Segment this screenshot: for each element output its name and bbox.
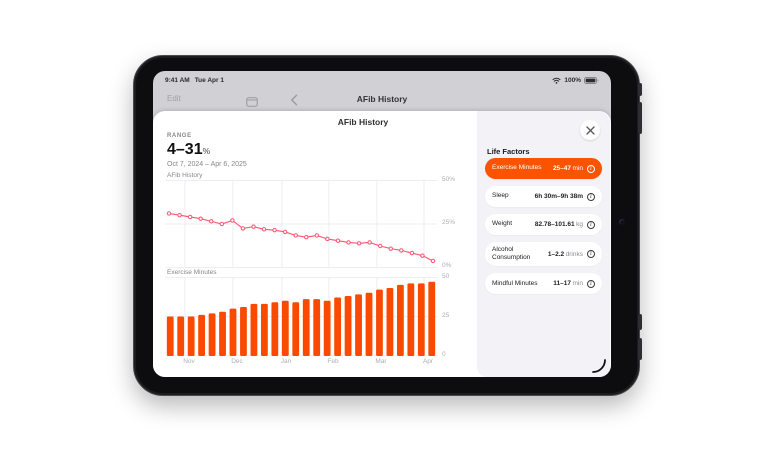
edit-button[interactable]: Edit: [167, 94, 181, 103]
info-icon[interactable]: i: [587, 164, 595, 173]
battery-percent: 100%: [564, 76, 581, 84]
life-factor-exercise-minutes[interactable]: Exercise Minutes 25–47 min i: [485, 158, 602, 179]
life-factor-weight[interactable]: Weight 82.78–101.61 kg i: [485, 214, 602, 235]
life-factor-unit: kg: [576, 221, 583, 228]
life-factor-value: 1–2.2: [547, 250, 565, 258]
life-factors-sidebar: Life Factors Exercise Minutes 25–47 min i Sl…: [477, 111, 610, 377]
line-chart-ytick: 25%: [442, 219, 456, 226]
life-factors-list: Exercise Minutes 25–47 min i Sleep 6h 30m–9h …: [485, 158, 602, 301]
bar-chart-ytick: 50: [442, 273, 450, 280]
bar-chart-ytick: 25: [442, 312, 450, 319]
life-factors-heading: Life Factors: [487, 147, 530, 156]
month-label: Jan: [280, 358, 292, 365]
front-camera: [619, 219, 625, 225]
life-factor-unit: min: [572, 280, 583, 288]
life-factor-sleep[interactable]: Sleep 6h 30m–9h 38m i: [485, 186, 602, 207]
month-label: Apr: [422, 358, 434, 365]
month-label: Nov: [183, 358, 195, 365]
status-date: Tue Apr 1: [194, 76, 224, 84]
wifi-icon: [552, 77, 561, 84]
life-factor-label: Sleep: [492, 192, 509, 200]
life-factor-label: Alcohol Consumption: [492, 246, 531, 262]
month-label: Feb: [327, 358, 339, 365]
life-factor-label: Exercise Minutes: [492, 164, 542, 172]
month-label: Mar: [375, 358, 387, 365]
bar-chart-title: Exercise Minutes: [167, 269, 217, 276]
nav-bar: Edit AFib History: [153, 87, 611, 111]
volume-down-button[interactable]: [638, 102, 642, 134]
info-icon[interactable]: i: [587, 220, 595, 229]
life-factor-label: Weight: [492, 220, 513, 228]
date-range: Oct 7, 2024 – Apr 6, 2025: [167, 161, 247, 168]
life-factor-unit: drinks: [565, 250, 583, 258]
line-chart-ytick: 50%: [442, 176, 456, 183]
resize-drag-handle[interactable]: [592, 359, 606, 373]
range-label: RANGE: [167, 133, 192, 139]
side-button-2[interactable]: [638, 338, 642, 360]
nav-title: AFib History: [356, 94, 408, 104]
close-button[interactable]: [580, 120, 600, 140]
info-icon[interactable]: i: [587, 192, 595, 201]
life-factor-label: Mindful Minutes: [492, 279, 538, 287]
sheet-main: RANGE 4–31% Oct 7, 2024 – Apr 6, 2025 AF…: [153, 111, 477, 377]
life-factor-value: 11–17: [553, 280, 572, 288]
range-value: 4–31%: [167, 141, 211, 158]
life-factor-mindful-minutes[interactable]: Mindful Minutes 11–17 min i: [485, 273, 602, 295]
life-factor-unit: min: [572, 165, 583, 172]
battery-icon: [584, 76, 599, 84]
life-factor-alcohol-consumption[interactable]: Alcohol Consumption 1–2.2 drinks i: [485, 242, 602, 267]
life-factor-value: 25–47: [552, 165, 572, 172]
exercise-minutes-bar-chart[interactable]: [165, 277, 437, 356]
screen: 9:41 AM Tue Apr 1 100% Edit: [153, 71, 611, 377]
line-chart-title: AFib History: [167, 172, 203, 179]
life-factor-value: 6h 30m–9h 38m: [534, 193, 583, 200]
volume-up-button[interactable]: [638, 83, 642, 96]
side-button[interactable]: [638, 314, 642, 330]
status-bar: 9:41 AM Tue Apr 1 100%: [153, 71, 611, 87]
status-time: 9:41 AM: [165, 76, 190, 84]
bar-chart-ytick: 0: [442, 351, 446, 358]
ipad-device-frame: 9:41 AM Tue Apr 1 100% Edit: [133, 55, 642, 396]
info-icon[interactable]: i: [587, 250, 595, 259]
window-controls-icon[interactable]: [246, 94, 258, 112]
close-icon: [585, 125, 595, 135]
month-label: Dec: [231, 358, 243, 365]
back-chevron-icon[interactable]: [290, 93, 298, 111]
range-unit: %: [202, 146, 211, 156]
line-chart-ytick: 0%: [442, 262, 452, 269]
afib-history-sheet: AFib History RANGE 4–31% Oct 7, 2024 – A…: [153, 111, 611, 377]
life-factor-value: 82.78–101.61: [534, 221, 575, 228]
afib-history-line-chart[interactable]: [165, 180, 437, 268]
info-icon[interactable]: i: [587, 279, 595, 288]
sheet-title: AFib History: [337, 117, 389, 127]
